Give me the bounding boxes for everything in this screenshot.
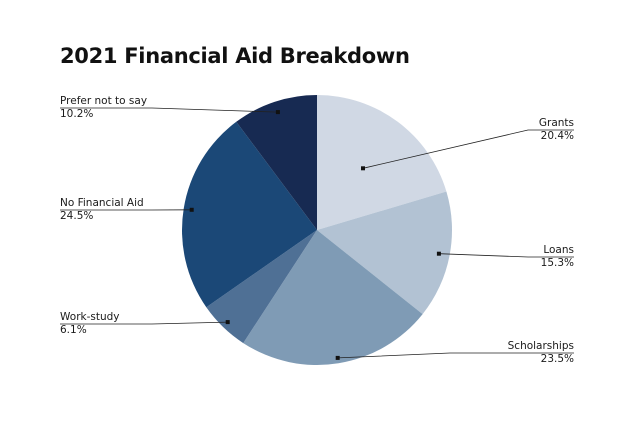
pie-slice-work-study	[206, 230, 317, 344]
slice-label: Prefer not to say	[60, 95, 147, 107]
leader-line	[438, 253, 574, 258]
pie-slice-scholarships	[243, 230, 423, 366]
leader-line	[60, 321, 228, 325]
leader-line	[362, 129, 574, 169]
leader-dot	[225, 320, 230, 325]
slice-label: Scholarships	[508, 340, 574, 352]
leader-dot	[275, 110, 280, 115]
slice-percent-label: 20.4%	[541, 130, 574, 142]
pie-slice-loans	[317, 191, 453, 315]
slice-label: Loans	[543, 244, 574, 256]
pie-slice-grants	[317, 95, 447, 230]
leader-dot	[335, 355, 340, 360]
pie-slice-no-financial-aid	[182, 121, 317, 308]
leader-line	[337, 352, 574, 359]
pie-slice-prefer-not-to-say	[236, 95, 317, 230]
slice-label: Work-study	[60, 311, 120, 323]
slice-percent-label: 23.5%	[541, 353, 574, 365]
slice-label: No Financial Aid	[60, 197, 144, 209]
chart-title: 2021 Financial Aid Breakdown	[60, 44, 410, 68]
slice-percent-label: 6.1%	[60, 324, 87, 336]
leader-dot	[189, 207, 194, 212]
slice-percent-label: 15.3%	[541, 257, 574, 269]
leader-dot	[361, 166, 365, 171]
pie-slices	[182, 95, 453, 366]
leader-line	[60, 107, 278, 113]
slice-percent-label: 10.2%	[60, 108, 93, 120]
leader-dot	[436, 251, 441, 256]
slice-percent-label: 24.5%	[60, 210, 93, 222]
slice-label: Grants	[539, 117, 574, 129]
